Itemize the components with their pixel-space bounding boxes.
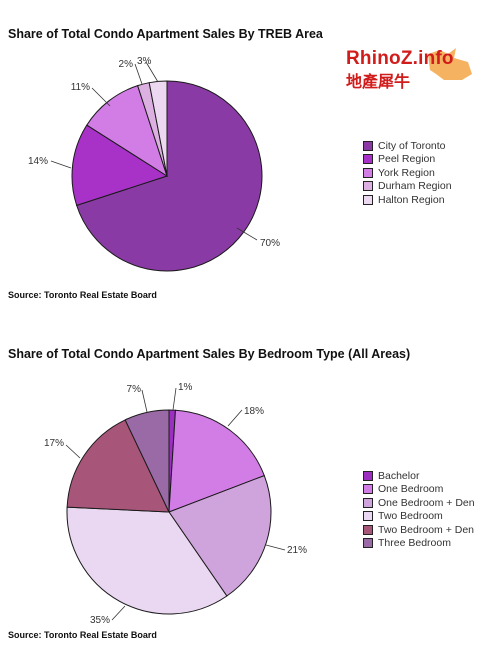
chart1-legend-label: Durham Region <box>378 180 452 193</box>
chart1-leader-line <box>236 227 258 241</box>
chart2-data-label: 7% <box>127 384 142 395</box>
chart1-leader-line <box>134 63 143 85</box>
chart1-title: Share of Total Condo Apartment Sales By … <box>8 27 323 41</box>
chart1-legend-item: Halton Region <box>363 193 452 207</box>
rhino-silhouette-icon <box>428 48 472 80</box>
chart2-leader-line <box>172 387 177 411</box>
chart2-slice-two-bedroom-den <box>66 419 170 513</box>
chart2-leader-line <box>141 389 148 413</box>
watermark-latin: RhinoZ.info <box>346 48 454 69</box>
chart1-legend-label: Halton Region <box>378 193 445 206</box>
chart2-legend-item: One Bedroom <box>363 483 475 497</box>
chart2-data-label: 18% <box>244 406 264 417</box>
chart2-legend-label: Bachelor <box>378 469 420 482</box>
chart2-legend-swatch <box>363 484 373 495</box>
chart2-data-label: 21% <box>287 545 307 556</box>
chart2-leader-line <box>227 409 243 427</box>
chart1-legend-label: Peel Region <box>378 153 436 166</box>
chart2-slice-one-bedroom <box>168 409 265 513</box>
chart1-leader-line <box>91 87 111 107</box>
chart2-legend-swatch <box>363 524 373 535</box>
chart1-leader-line <box>145 61 159 83</box>
chart1-data-label: 70% <box>260 238 280 249</box>
chart2-legend-swatch <box>363 511 373 522</box>
chart1-legend-item: Durham Region <box>363 180 452 194</box>
chart2-title: Share of Total Condo Apartment Sales By … <box>8 347 411 361</box>
chart1-legend-swatch <box>363 181 373 192</box>
chart1-data-label: 11% <box>71 82 90 93</box>
chart2-leader-line <box>111 605 126 621</box>
chart1-data-label: 3% <box>137 56 152 67</box>
chart1-slice-peel-region <box>71 124 169 206</box>
chart1-legend-item: City of Toronto <box>363 139 452 153</box>
chart2-legend-swatch <box>363 497 373 508</box>
chart2-legend: Bachelor One Bedroom One Bedroom + Den Two … <box>363 469 475 550</box>
chart2-source: Source: Toronto Real Estate Board <box>8 630 157 640</box>
chart2-legend-item: Two Bedroom <box>363 510 475 524</box>
chart2-data-label: 17% <box>44 438 64 449</box>
chart2-legend-label: One Bedroom <box>378 483 444 496</box>
chart1-leader-line <box>50 160 72 169</box>
chart1-source: Source: Toronto Real Estate Board <box>8 290 157 300</box>
chart1-legend: City of Toronto Peel Region York Region Dur… <box>363 139 452 207</box>
chart1-legend-swatch <box>363 154 373 165</box>
chart1-data-label: 14% <box>28 156 48 167</box>
chart1-legend-swatch <box>363 140 373 151</box>
chart1-slice-york-region <box>86 85 168 178</box>
chart1-legend-item: Peel Region <box>363 153 452 167</box>
watermark-chinese: 地產犀牛 <box>346 72 411 91</box>
chart1-legend-swatch <box>363 194 373 205</box>
chart2-slice-two-bedroom <box>66 506 228 615</box>
chart1-data-label: 2% <box>119 59 134 70</box>
chart2-legend-item: One Bedroom + Den <box>363 496 475 510</box>
chart2-slice-three-bedroom <box>124 409 170 513</box>
chart2-legend-item: Bachelor <box>363 469 475 483</box>
chart2-leader-line <box>265 544 286 551</box>
chart2-legend-label: Three Bedroom <box>378 537 451 550</box>
chart1-legend-label: York Region <box>378 166 435 179</box>
chart2-data-label: 1% <box>178 382 193 393</box>
chart1-legend-item: York Region <box>363 166 452 180</box>
chart1-legend-label: City of Toronto <box>378 139 446 152</box>
chart2-leader-line <box>65 444 81 459</box>
chart2-legend-label: Two Bedroom + Den <box>378 523 475 536</box>
chart1-legend-swatch <box>363 167 373 178</box>
chart2-legend-label: One Bedroom + Den <box>378 496 475 509</box>
chart2-data-label: 35% <box>90 615 110 626</box>
rhinoz-logo <box>428 48 472 80</box>
chart2-legend-swatch <box>363 538 373 549</box>
chart2-legend-label: Two Bedroom <box>378 510 443 523</box>
chart2-legend-swatch <box>363 470 373 481</box>
chart2-legend-item: Three Bedroom <box>363 537 475 551</box>
chart1-pie: 70% 14% 11% 2% 3% <box>28 56 280 272</box>
chart2-slice-one-bedroom-den <box>168 474 272 597</box>
chart2-legend-item: Two Bedroom + Den <box>363 523 475 537</box>
